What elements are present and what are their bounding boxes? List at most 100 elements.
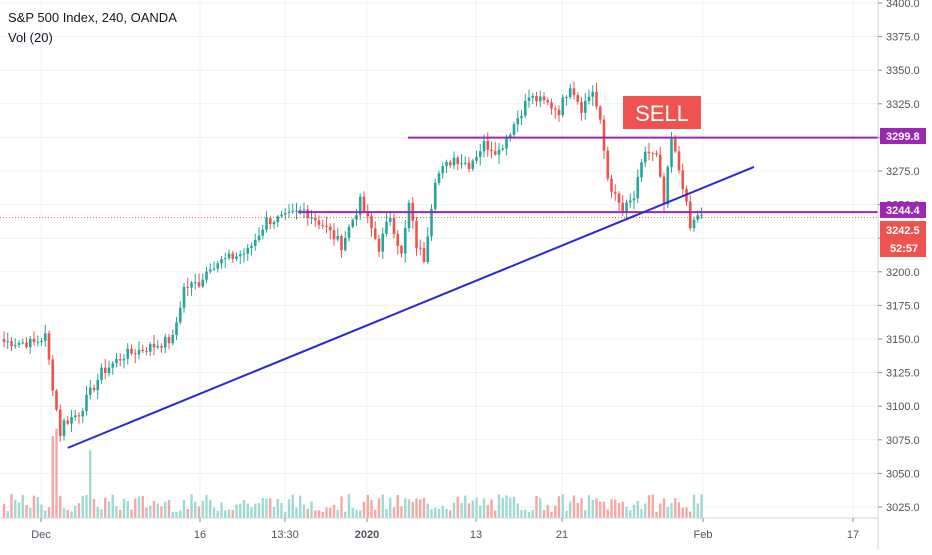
volume-bar [685, 507, 688, 518]
volume-bar [475, 497, 478, 518]
candle-body [77, 415, 81, 417]
candle-body [478, 151, 482, 158]
volume-bar [47, 507, 51, 518]
candle-body [261, 229, 265, 236]
candle-body [550, 102, 553, 109]
resistance-badge: 3299.8 [880, 128, 926, 144]
volume-bar [2, 504, 6, 518]
volume-bar [636, 500, 639, 518]
volume-bar [239, 503, 242, 518]
price-tick-label: 3125.0 [886, 368, 920, 380]
candle-body [358, 196, 362, 215]
candle-body [692, 219, 696, 229]
candle-body [542, 96, 546, 101]
volume-bar [10, 494, 13, 518]
volume-bar [152, 500, 156, 518]
volume-bar [599, 501, 602, 518]
candle-body [460, 163, 463, 165]
volume-bar [479, 505, 482, 518]
candle-body [625, 202, 628, 212]
volume-bar [415, 498, 418, 518]
volume-bar [404, 498, 407, 518]
candle-body [403, 228, 407, 254]
volume-bar [497, 494, 501, 518]
grid [0, 0, 878, 518]
time-axis[interactable]: Dec 16 13:30 2020 13 21 Feb 17 [0, 517, 878, 541]
candle-body [268, 218, 272, 225]
volume-bar [329, 507, 332, 518]
volume-bar [14, 499, 17, 518]
volume-bar [85, 494, 88, 518]
volume-bar [569, 501, 572, 518]
volume-bar [332, 504, 336, 518]
volume-bar [160, 506, 163, 518]
candle-body [73, 415, 77, 417]
price-tick-label: 3050.0 [886, 468, 920, 480]
candle-body [257, 235, 261, 240]
candle-body [201, 279, 205, 287]
volume-bar [359, 510, 362, 518]
candle-body [130, 348, 133, 354]
volume-bar [272, 506, 276, 518]
candle-body [385, 221, 388, 234]
candle-body [482, 140, 486, 152]
candle-body [415, 220, 418, 248]
candle-body [272, 222, 276, 225]
volume-bar [235, 504, 238, 518]
volume-bar [389, 497, 392, 518]
candle-body [606, 150, 610, 179]
volume-bar [692, 494, 696, 518]
volume-bar [284, 511, 287, 518]
candle-body [126, 348, 130, 359]
volume-bar [524, 509, 527, 518]
candle-body [696, 215, 700, 220]
trend-line[interactable] [67, 166, 755, 449]
volume-bar [317, 510, 321, 518]
candle-body [6, 341, 10, 343]
candle-body [381, 233, 385, 252]
candle-body [197, 282, 201, 287]
candle-body [137, 349, 141, 355]
price-axis[interactable]: 3025.0 3050.0 3075.0 3100.0 3125.0 3150.0 3175… [877, 0, 920, 550]
time-tick-label: 21 [556, 529, 568, 541]
candle-body [70, 416, 73, 424]
candle-body [231, 253, 235, 259]
drawings [0, 136, 878, 449]
candle-body [280, 214, 283, 217]
candle-body [640, 162, 643, 178]
candle-body [47, 333, 51, 360]
volume-bar [254, 503, 257, 518]
candle-body [36, 341, 40, 343]
volume-bar [190, 494, 193, 518]
volume-bar [212, 507, 216, 518]
volume-bar [362, 501, 366, 518]
candle-body [220, 259, 223, 264]
volume-bar [171, 511, 174, 518]
volume-bar [122, 498, 126, 518]
candle-body [313, 217, 317, 221]
candle-body [471, 160, 475, 169]
sell-label[interactable]: SELL [623, 96, 701, 129]
candle-body [265, 218, 268, 230]
volume-bar [580, 498, 583, 518]
volume-bar [107, 501, 111, 518]
candle-body [373, 228, 377, 239]
volume-bar [696, 503, 699, 518]
volume-bar [385, 508, 388, 518]
volume-bar [677, 502, 681, 518]
volume-bar [700, 494, 703, 518]
candle-body [340, 235, 343, 251]
candle-body [310, 217, 313, 219]
volume-bar [299, 495, 302, 518]
volume-bar [527, 511, 531, 518]
candles [2, 81, 703, 442]
candle-body [396, 233, 400, 246]
candle-body [531, 95, 535, 98]
volume-bar [535, 495, 538, 518]
candle-body [613, 191, 617, 194]
price-tick-label: 3075.0 [886, 435, 920, 447]
volume-bar [276, 498, 279, 518]
candle-body [662, 176, 666, 205]
